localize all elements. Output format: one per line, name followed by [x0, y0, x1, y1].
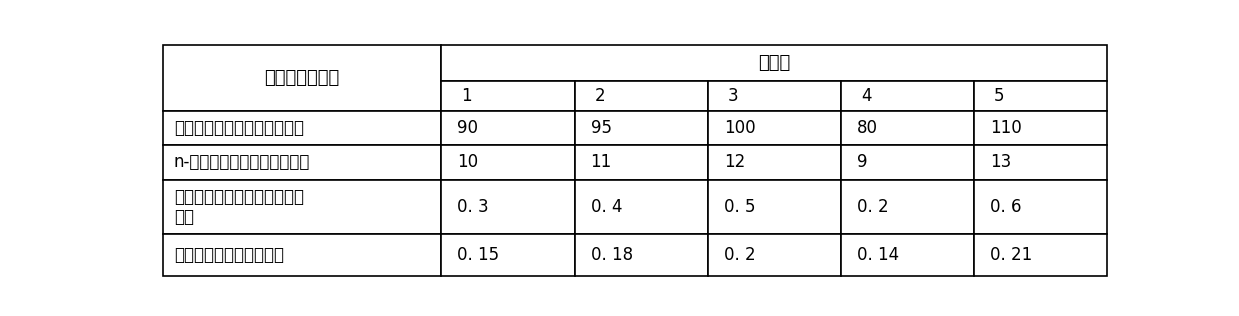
Bar [974, 145, 1108, 179]
Text: 0. 18: 0. 18 [591, 246, 633, 264]
Bar [441, 45, 1108, 81]
Bar [707, 145, 841, 179]
Bar [707, 234, 841, 276]
Bar [441, 179, 575, 234]
Bar [441, 111, 575, 145]
Bar [707, 111, 841, 145]
Text: 0. 21: 0. 21 [990, 246, 1032, 264]
Text: 0. 14: 0. 14 [857, 246, 900, 264]
Bar [575, 145, 707, 179]
Text: 90: 90 [457, 119, 478, 137]
Bar [441, 145, 575, 179]
Text: 偶氮二异丁腈（重量份）: 偶氮二异丁腈（重量份） [173, 246, 284, 264]
Bar [841, 179, 974, 234]
Text: 2: 2 [595, 87, 605, 105]
Text: 0. 5: 0. 5 [724, 198, 756, 216]
Text: 甲基丙烯酸羟乙酯（重量份）: 甲基丙烯酸羟乙酯（重量份） [173, 119, 304, 137]
Bar [162, 234, 441, 276]
Text: 0. 2: 0. 2 [857, 198, 888, 216]
Bar [575, 111, 707, 145]
Text: 3: 3 [727, 87, 738, 105]
Text: 0. 3: 0. 3 [457, 198, 489, 216]
Bar [575, 234, 707, 276]
Text: 13: 13 [990, 153, 1011, 171]
Bar [974, 111, 1108, 145]
Text: 5: 5 [994, 87, 1005, 105]
Text: 12: 12 [724, 153, 745, 171]
Bar [575, 81, 707, 111]
Text: 95: 95 [591, 119, 612, 137]
Bar [162, 45, 441, 111]
Bar [974, 234, 1108, 276]
Bar [841, 81, 974, 111]
Text: 二甲基丙烯酸乙二醇酯（重量
份）: 二甲基丙烯酸乙二醇酯（重量 份） [173, 187, 304, 226]
Text: 0. 2: 0. 2 [724, 246, 756, 264]
Text: 0. 6: 0. 6 [990, 198, 1022, 216]
Bar [841, 111, 974, 145]
Text: 9: 9 [857, 153, 867, 171]
Text: n-乙烯基吡咯烷酮（重量份）: n-乙烯基吡咯烷酮（重量份） [173, 153, 310, 171]
Text: 4: 4 [861, 87, 871, 105]
Text: 成分和评价项目: 成分和评价项目 [264, 69, 339, 87]
Bar [441, 234, 575, 276]
Text: 100: 100 [724, 119, 756, 137]
Bar [841, 234, 974, 276]
Text: 80: 80 [857, 119, 878, 137]
Text: 11: 11 [591, 153, 612, 171]
Bar [707, 179, 841, 234]
Text: 0. 4: 0. 4 [591, 198, 622, 216]
Text: 10: 10 [457, 153, 478, 171]
Bar [575, 179, 707, 234]
Bar [974, 81, 1108, 111]
Text: 110: 110 [990, 119, 1022, 137]
Bar [707, 81, 841, 111]
Text: 实施例: 实施例 [758, 54, 790, 72]
Bar [162, 145, 441, 179]
Bar [441, 81, 575, 111]
Bar [162, 179, 441, 234]
Text: 1: 1 [461, 87, 472, 105]
Bar [162, 111, 441, 145]
Bar [974, 179, 1108, 234]
Text: 0. 15: 0. 15 [457, 246, 499, 264]
Bar [841, 145, 974, 179]
